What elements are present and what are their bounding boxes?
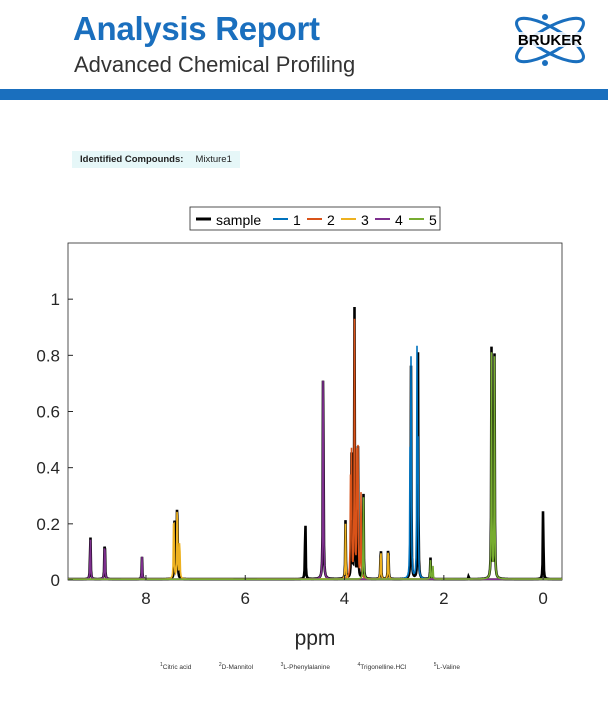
logo-text: BRUKER — [518, 32, 582, 49]
footnote-3: 3L-Phenylalanine — [281, 662, 330, 671]
legend-label-4: 4 — [395, 212, 403, 228]
nmr-spectrum-chart: 8 6 4 2 0 0 0.2 0.4 0.6 0.8 1 ppm sample 1 2 3 4 5 — [36, 206, 563, 650]
identified-compounds: Identified Compounds: Mixture1 — [72, 151, 240, 168]
footnote-name: D-Mannitol — [221, 664, 254, 672]
footnote-number: 1 — [160, 662, 163, 668]
footnote-name: Citric acid — [162, 664, 192, 672]
legend-label-3: 3 — [361, 212, 369, 228]
footnote-4: 4Trigonelline.HCl — [358, 662, 407, 671]
footnote-number: 3 — [280, 662, 284, 668]
compounds-label: Identified Compounds: — [80, 154, 184, 165]
report-title: Analysis Report — [73, 10, 320, 47]
x-axis-label: ppm — [295, 627, 336, 650]
footnote-number: 5 — [433, 662, 437, 668]
x-tick-label: 6 — [241, 589, 250, 608]
bruker-logo: BRUKER — [504, 14, 596, 66]
y-tick-label: 1 — [51, 290, 60, 309]
series-line-5 — [68, 352, 562, 580]
x-tick-label: 2 — [439, 589, 448, 608]
x-tick-label: 0 — [538, 589, 547, 608]
footnote-number: 2 — [218, 662, 222, 668]
footnote-name: Trigonelline.HCl — [360, 664, 407, 672]
legend-label-sample: sample — [216, 212, 261, 228]
legend-label-1: 1 — [293, 212, 301, 228]
report-subtitle: Advanced Chemical Profiling — [74, 52, 356, 77]
y-tick-label: 0.6 — [36, 403, 60, 422]
x-tick-label: 4 — [340, 589, 349, 608]
y-tick-label: 0.2 — [36, 515, 60, 534]
footnote-5: 5L-Valine — [434, 662, 460, 671]
header-divider — [0, 89, 608, 100]
footnote-2: 2D-Mannitol — [219, 662, 253, 671]
legend-label-5: 5 — [429, 212, 437, 228]
y-tick-label: 0.4 — [36, 459, 60, 478]
y-tick-label: 0.8 — [36, 346, 60, 365]
legend-label-2: 2 — [327, 212, 335, 228]
footnote-1: 1Citric acid — [160, 662, 191, 671]
footnote-number: 4 — [357, 662, 361, 668]
x-tick-label: 8 — [141, 589, 150, 608]
footnote-name: L-Phenylalanine — [283, 664, 330, 672]
plot-area — [67, 242, 563, 581]
footnotes: 1Citric acid 2D-Mannitol 3L-Phenylalanine 4… — [160, 662, 460, 671]
compounds-value: Mixture1 — [195, 154, 232, 165]
footnote-name: L-Valine — [436, 664, 460, 672]
y-tick-label: 0 — [51, 571, 60, 590]
